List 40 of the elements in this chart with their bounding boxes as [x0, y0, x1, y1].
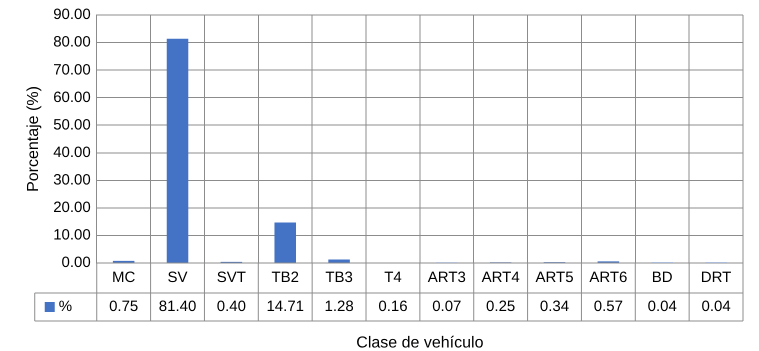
data-label: 0.04 [648, 298, 677, 316]
data-label: 1.28 [324, 298, 354, 316]
y-tick-label: 80.00 [53, 34, 91, 51]
x-tick-label: T4 [384, 269, 402, 286]
x-tick-label: SVT [216, 269, 246, 286]
y-tick-label: 70.00 [53, 61, 91, 78]
data-label: 0.40 [216, 298, 246, 316]
x-tick-label: ART6 [589, 269, 628, 286]
data-label: 0.07 [432, 298, 462, 316]
x-tick-label: BD [652, 269, 673, 286]
data-label: 0.04 [701, 298, 731, 316]
y-axis-title: Porcentaje (%) [25, 86, 42, 192]
x-axis-title: Clase de vehículo [356, 334, 484, 351]
data-label: 0.25 [486, 298, 516, 316]
bar [274, 222, 296, 262]
data-label: 0.75 [109, 298, 138, 316]
y-tick-label: 90.00 [53, 6, 91, 24]
data-label: 0.34 [540, 298, 570, 316]
data-label: 14.71 [266, 298, 304, 316]
x-tick-label: ART4 [482, 269, 520, 286]
y-tick-label: 60.00 [53, 88, 91, 106]
x-tick-label: DRT [700, 269, 732, 286]
bar [166, 38, 188, 262]
x-tick-label: MC [112, 269, 136, 286]
data-label: 0.57 [594, 298, 623, 316]
y-tick-label: 0.00 [62, 254, 91, 272]
y-tick-label: 50.00 [53, 116, 91, 134]
bar [328, 259, 350, 262]
y-tick-label: 10.00 [53, 226, 91, 244]
x-tick-label: TB3 [325, 269, 353, 286]
x-tick-label: TB2 [271, 269, 299, 286]
y-tick-label: 30.00 [53, 171, 91, 188]
data-label: 81.40 [158, 298, 196, 316]
data-label: 0.16 [378, 298, 408, 316]
y-tick-label: 20.00 [53, 199, 91, 216]
x-tick-label: ART3 [428, 269, 466, 286]
y-tick-label: 40.00 [53, 144, 91, 161]
x-tick-label: ART5 [535, 269, 574, 286]
legend-label: % [58, 298, 72, 316]
x-tick-label: SV [168, 269, 188, 286]
